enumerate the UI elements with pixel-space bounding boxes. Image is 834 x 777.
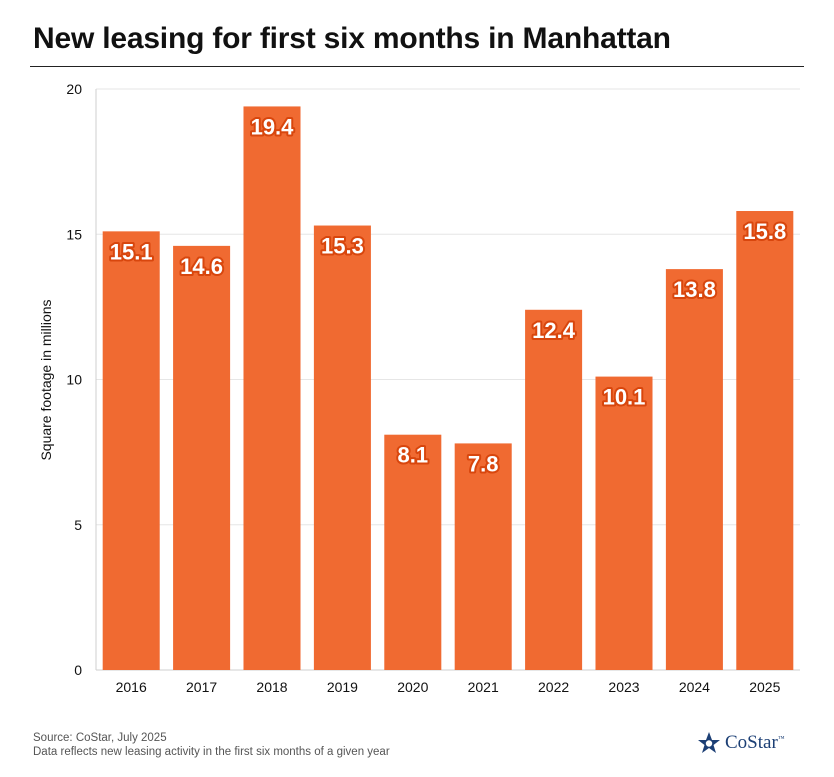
y-tick-label: 0	[74, 662, 82, 678]
star-icon	[698, 732, 720, 753]
source-text: Source: CoStar, July 2025	[33, 732, 167, 744]
x-tick-label: 2023	[608, 679, 639, 695]
bar-chart: 0 5 10 15 20 15.1 2016 14.6 2017 19.4 2018 15.3 2019…	[66, 81, 800, 695]
bar	[243, 106, 301, 671]
bar-value-label: 14.6	[180, 254, 223, 279]
title-divider	[30, 66, 804, 67]
bar	[525, 309, 583, 670]
x-tick-label: 2018	[256, 679, 287, 695]
chart-title: New leasing for first six months in Manh…	[33, 22, 671, 55]
bar-value-label: 15.8	[743, 219, 786, 244]
bar	[736, 211, 794, 670]
bar	[173, 245, 231, 670]
note-text: Data reflects new leasing activity in th…	[33, 746, 390, 758]
bar	[454, 443, 512, 670]
bar	[313, 225, 371, 670]
x-tick-label: 2022	[538, 679, 569, 695]
costar-logo: CoStar™	[697, 731, 785, 755]
x-tick-label: 2024	[679, 679, 710, 695]
bar-value-label: 8.1	[398, 443, 429, 468]
y-tick-label: 10	[66, 372, 82, 388]
bar-value-label: 10.1	[603, 385, 646, 410]
bar	[102, 231, 160, 670]
logo-wordmark: CoStar™	[725, 732, 785, 754]
bar-value-label: 15.3	[321, 234, 364, 259]
y-axis-label: Square footage in millions	[38, 299, 54, 461]
footer-notes: Source: CoStar, July 2025 Data reflects …	[33, 731, 390, 759]
bar	[384, 434, 442, 670]
bar	[665, 269, 723, 670]
x-tick-label: 2019	[327, 679, 358, 695]
bar-value-label: 7.8	[468, 451, 499, 476]
logo-text: CoStar	[725, 732, 778, 753]
x-tick-label: 2017	[186, 679, 217, 695]
x-tick-label: 2020	[397, 679, 428, 695]
bar-value-label: 15.1	[110, 239, 153, 264]
y-tick-label: 20	[66, 81, 82, 97]
bar	[595, 376, 653, 670]
bar-value-label: 13.8	[673, 277, 716, 302]
y-tick-label: 5	[74, 517, 82, 533]
x-tick-label: 2021	[468, 679, 499, 695]
x-tick-label: 2016	[116, 679, 147, 695]
trademark-mark: ™	[777, 734, 785, 743]
bar-value-label: 19.4	[251, 114, 295, 139]
y-tick-label: 15	[66, 226, 82, 242]
bar-value-label: 12.4	[532, 318, 576, 343]
x-tick-label: 2025	[749, 679, 780, 695]
